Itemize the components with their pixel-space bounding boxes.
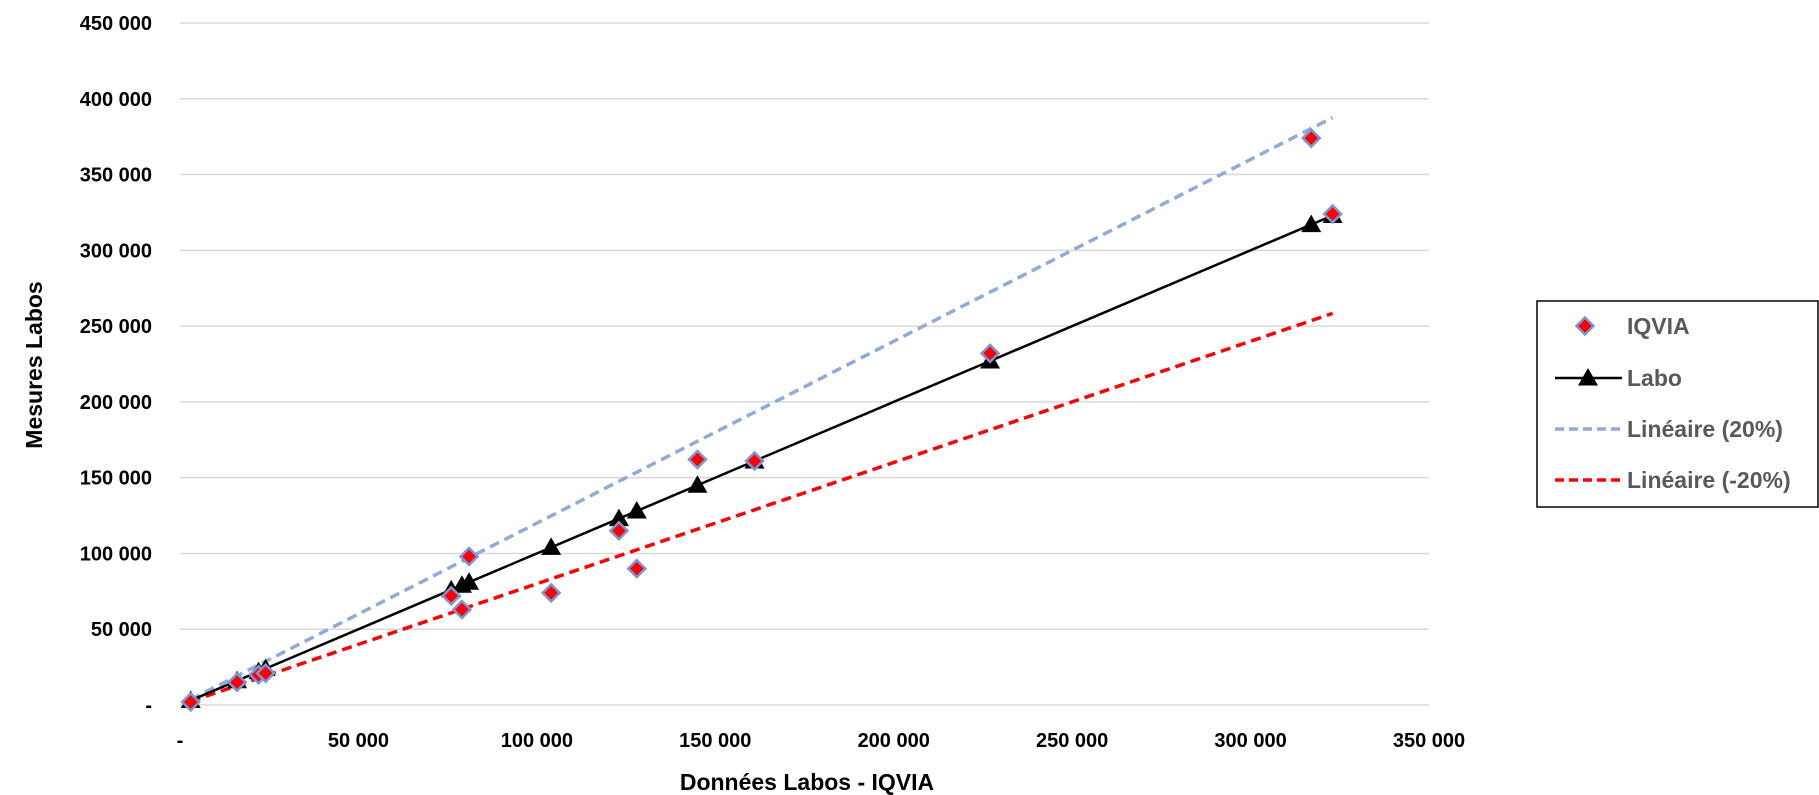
iqvia-point — [608, 520, 630, 541]
legend: IQVIA Labo Linéaire (20%) Linéaire (-20%) — [1536, 300, 1819, 508]
legend-label: Linéaire (-20%) — [1627, 467, 1791, 493]
iqvia-point — [451, 599, 473, 620]
y-tick-label: 100 000 — [80, 543, 152, 565]
iqvia-point — [458, 546, 480, 567]
iqvia-point — [744, 450, 765, 472]
iqvia-point — [226, 671, 248, 693]
x-tick-label: 150 000 — [679, 730, 751, 752]
y-tick-label: 200 000 — [80, 392, 152, 414]
labo-point — [541, 537, 562, 555]
y-axis-title: Mesures Labos — [21, 281, 47, 448]
y-tick-label: 250 000 — [80, 316, 152, 338]
y-tick-label: 50 000 — [91, 619, 152, 641]
legend-label: Labo — [1627, 365, 1682, 391]
x-tick-label: - — [177, 730, 184, 752]
x-tick-label: 200 000 — [858, 730, 930, 752]
x-tick-label: 50 000 — [328, 730, 389, 752]
iqvia-point — [626, 558, 648, 579]
iqvia-point — [1322, 203, 1343, 225]
x-axis-ticks: - 50 000 100 000 150 000 200 000 250 000 300 0… — [177, 730, 1465, 752]
legend-swatch-iqvia — [1574, 315, 1596, 337]
y-tick-label: 450 000 — [80, 13, 152, 35]
x-axis-title: Données Labos - IQVIA — [680, 769, 934, 795]
labo-point — [687, 475, 708, 493]
plot-series — [180, 116, 1343, 713]
labo-point — [1301, 214, 1322, 233]
x-tick-label: 100 000 — [501, 730, 573, 752]
labo-point — [608, 508, 629, 527]
y-tick-label: 400 000 — [80, 89, 152, 111]
iqvia-point — [255, 662, 276, 684]
legend-swatch-labo-marker — [1578, 368, 1598, 386]
iqvia-point — [540, 582, 562, 604]
iqvia-point — [1300, 127, 1322, 149]
trendline — [189, 116, 1334, 702]
legend-label: IQVIA — [1627, 313, 1690, 339]
gridlines — [180, 22, 1429, 706]
iqvia-point — [687, 449, 708, 470]
labo-point — [626, 501, 647, 519]
y-axis-ticks: - 50 000 100 000 150 000 200 000 250 000 300 0… — [80, 13, 152, 717]
iqvia-point — [440, 585, 462, 607]
y-tick-label: - — [145, 695, 152, 717]
x-tick-label: 300 000 — [1214, 730, 1286, 752]
x-tick-label: 350 000 — [1393, 730, 1465, 752]
iqvia-point — [979, 343, 1001, 364]
labo-point — [459, 572, 480, 590]
x-tick-label: 250 000 — [1036, 730, 1108, 752]
legend-box — [1536, 300, 1819, 508]
trendline — [190, 311, 1334, 704]
y-tick-label: 350 000 — [80, 165, 152, 187]
y-tick-label: 300 000 — [80, 240, 152, 262]
y-tick-label: 150 000 — [80, 468, 152, 490]
iqvia-point — [180, 691, 201, 713]
legend-label: Linéaire (20%) — [1627, 416, 1783, 442]
